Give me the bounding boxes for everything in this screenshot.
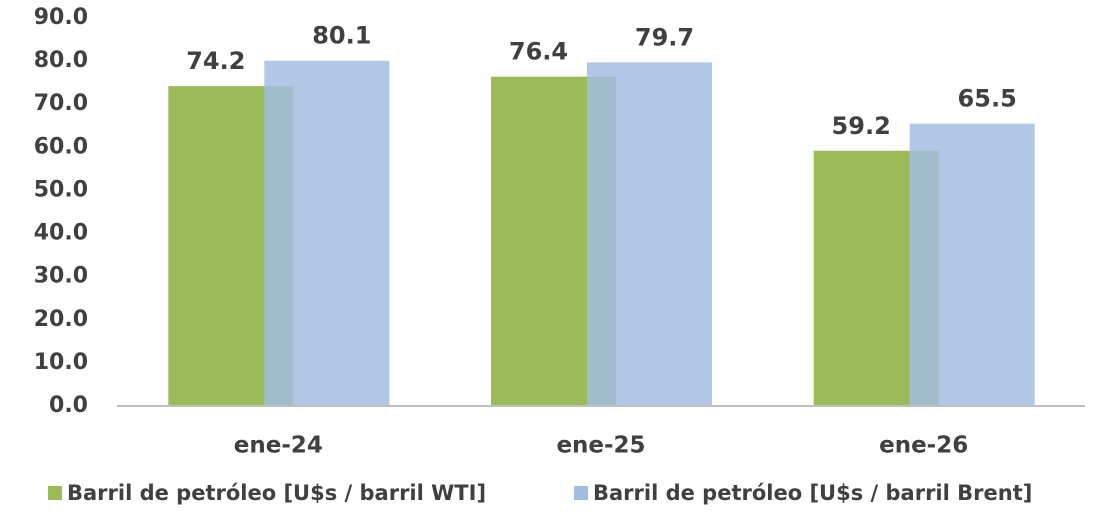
y-tick-label: 90.0 xyxy=(34,5,88,30)
bar xyxy=(264,60,390,407)
bar xyxy=(909,123,1035,406)
y-tick-label: 40.0 xyxy=(34,221,88,246)
x-tick-label: ene-25 xyxy=(556,433,645,459)
y-tick-label: 80.0 xyxy=(34,48,88,73)
legend-swatch xyxy=(48,486,62,500)
data-label: 59.2 xyxy=(832,112,891,140)
legend-swatch xyxy=(574,486,588,500)
data-label: 65.5 xyxy=(958,85,1017,113)
y-tick-label: 70.0 xyxy=(34,91,88,116)
data-label: 80.1 xyxy=(312,22,371,50)
x-tick-label: ene-24 xyxy=(234,433,323,459)
data-label: 79.7 xyxy=(635,23,694,51)
legend-label: Barril de petróleo [U$s / barril Brent] xyxy=(593,481,1032,505)
y-tick-label: 10.0 xyxy=(34,350,88,375)
y-tick-label: 20.0 xyxy=(34,307,88,332)
y-tick-label: 0.0 xyxy=(49,393,88,418)
legend-label: Barril de petróleo [U$s / barril WTI] xyxy=(67,481,486,505)
y-tick-label: 30.0 xyxy=(34,264,88,289)
data-label: 74.2 xyxy=(186,47,245,75)
y-tick-label: 60.0 xyxy=(34,134,88,159)
y-tick-label: 50.0 xyxy=(34,177,88,202)
bar xyxy=(587,62,712,406)
x-tick-label: ene-26 xyxy=(879,433,968,459)
data-label: 76.4 xyxy=(509,38,568,66)
